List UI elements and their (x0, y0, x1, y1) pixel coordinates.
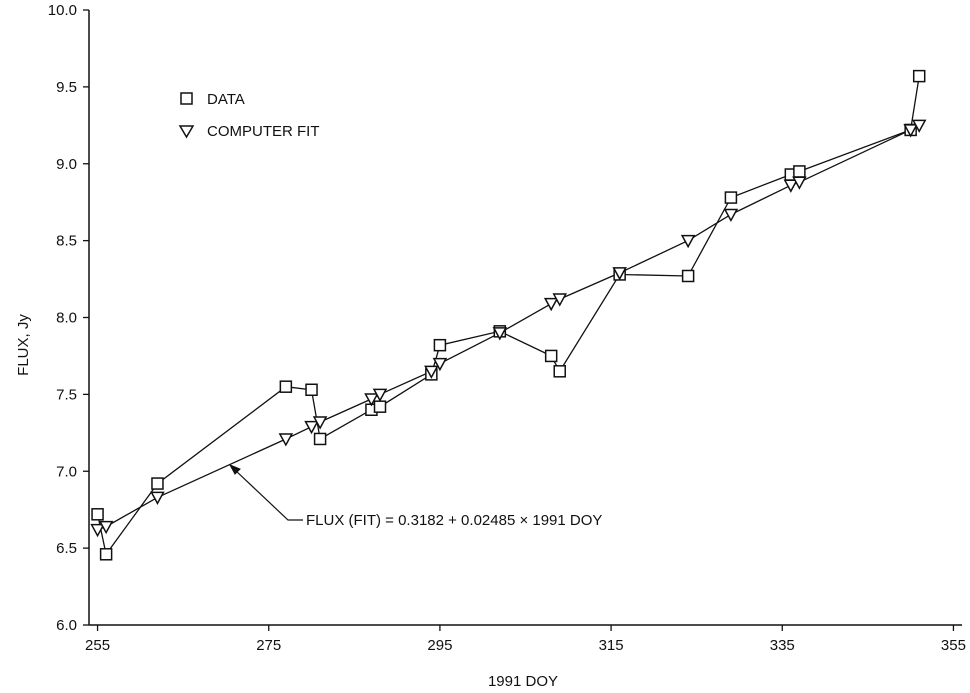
fit-point-triangle (364, 393, 379, 407)
fit-point-triangle (304, 420, 319, 435)
x-tick-label: 275 (256, 637, 281, 654)
fit-point-triangle (723, 208, 739, 223)
fit-point-triangle (552, 293, 567, 307)
annotation-arrow (234, 469, 303, 521)
fit-point-triangle (783, 179, 799, 193)
y-axis-title: FLUX, Jy (15, 314, 32, 376)
x-tick-label: 295 (427, 637, 452, 654)
fit-point-triangle (150, 491, 165, 505)
fit-point-triangle (372, 388, 388, 402)
legend-fit-label: COMPUTER FIT (207, 123, 320, 140)
fit-point-triangle (424, 365, 439, 379)
data-point-square (433, 338, 447, 352)
annotation-text: FLUX (FIT) = 0.3182 + 0.02485 × 1991 DOY (306, 512, 602, 529)
data-point-square (553, 365, 566, 378)
data-point-square (793, 165, 806, 178)
legend-data-label: DATA (207, 91, 245, 108)
fit-point-triangle (90, 523, 105, 538)
series-markers (90, 69, 927, 561)
annotation-arrowhead (228, 464, 241, 475)
data-point-square (724, 191, 738, 204)
fit-point-triangle (312, 416, 328, 430)
legend-data-marker (180, 92, 193, 105)
fit-point-triangle (792, 176, 807, 190)
fit-point-triangle (612, 267, 627, 281)
data-point-square (313, 432, 327, 446)
fit-point-triangle (432, 357, 448, 372)
series-line-data (96, 75, 920, 556)
y-tick-label: 8.5 (56, 233, 77, 250)
series-lines (96, 75, 920, 556)
x-tick-label: 315 (599, 637, 624, 654)
y-tick-label: 6.0 (56, 617, 77, 634)
fit-point-triangle (903, 124, 918, 138)
fit-point-triangle (98, 520, 114, 535)
data-point-square (151, 477, 164, 490)
y-tick-label: 7.0 (56, 463, 77, 480)
series-line-fit (97, 124, 920, 531)
x-tick-label: 355 (941, 637, 966, 654)
legend-fit-marker (178, 125, 195, 139)
x-tick-label: 255 (85, 637, 110, 654)
data-point-square (279, 380, 293, 393)
data-point-square (91, 508, 104, 521)
annotation: FLUX (FIT) = 0.3182 + 0.02485 × 1991 DOY (228, 464, 602, 529)
data-point-square (681, 269, 695, 283)
y-tick-label: 6.5 (56, 540, 77, 557)
ticks: 255 275 295 315 335 355 6.0 6.5 7.0 7.5 8.0 8.5 9.0 9… (48, 2, 966, 654)
fit-point-triangle (492, 327, 508, 341)
y-tick-label: 8.0 (56, 310, 77, 327)
y-tick-label: 9.0 (56, 156, 77, 173)
fit-point-triangle (680, 234, 696, 249)
y-tick-label: 9.5 (56, 79, 77, 96)
data-point-square (912, 69, 926, 83)
y-tick-label: 7.5 (56, 386, 77, 403)
y-tick-label: 10.0 (48, 2, 77, 19)
data-point-square (373, 400, 387, 413)
legend: DATA COMPUTER FIT (178, 91, 320, 140)
data-point-square (99, 548, 113, 561)
fit-point-triangle (543, 297, 559, 312)
fit-point-triangle (278, 433, 294, 447)
fit-point-triangle (911, 119, 927, 133)
x-axis-title: 1991 DOY (488, 673, 558, 690)
data-point-square (544, 349, 558, 363)
data-point-square (305, 383, 318, 397)
x-tick-label: 335 (770, 637, 795, 654)
